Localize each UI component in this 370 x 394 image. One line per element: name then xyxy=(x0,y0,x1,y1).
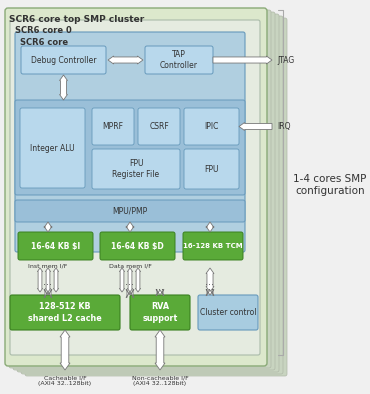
Text: SCR6 core 0: SCR6 core 0 xyxy=(15,26,72,35)
Text: 16-64 KB $D: 16-64 KB $D xyxy=(111,242,164,251)
Text: ...: ... xyxy=(205,282,215,292)
Text: JTAG: JTAG xyxy=(277,56,294,65)
Text: ...: ... xyxy=(125,277,135,287)
Polygon shape xyxy=(213,56,272,64)
Text: ...: ... xyxy=(44,277,53,287)
Polygon shape xyxy=(126,290,134,297)
Text: ...: ... xyxy=(205,277,215,287)
Polygon shape xyxy=(54,268,58,292)
FancyBboxPatch shape xyxy=(10,295,120,330)
Polygon shape xyxy=(206,290,214,296)
Polygon shape xyxy=(128,268,132,292)
FancyBboxPatch shape xyxy=(145,46,213,74)
Text: CSRF: CSRF xyxy=(149,122,169,131)
Text: Cacheable I/F
(AXI4 32..128bit): Cacheable I/F (AXI4 32..128bit) xyxy=(38,375,91,386)
FancyBboxPatch shape xyxy=(100,232,175,260)
FancyBboxPatch shape xyxy=(10,20,260,355)
FancyBboxPatch shape xyxy=(184,149,239,189)
Polygon shape xyxy=(44,290,52,297)
FancyBboxPatch shape xyxy=(184,108,239,145)
FancyBboxPatch shape xyxy=(13,12,275,370)
Text: 128-512 KB
shared L2 cache: 128-512 KB shared L2 cache xyxy=(28,303,102,323)
Polygon shape xyxy=(206,268,214,292)
Text: Cluster control: Cluster control xyxy=(200,308,256,317)
Text: SCR6 core: SCR6 core xyxy=(20,38,68,47)
FancyBboxPatch shape xyxy=(21,46,106,74)
FancyBboxPatch shape xyxy=(92,108,134,145)
Polygon shape xyxy=(60,330,70,370)
FancyBboxPatch shape xyxy=(21,16,283,374)
FancyBboxPatch shape xyxy=(183,232,243,260)
Polygon shape xyxy=(44,222,52,232)
FancyBboxPatch shape xyxy=(9,10,271,368)
Polygon shape xyxy=(126,222,134,232)
Text: TAP
Controller: TAP Controller xyxy=(160,50,198,70)
Text: SCR6 core top SMP cluster: SCR6 core top SMP cluster xyxy=(9,15,144,24)
FancyBboxPatch shape xyxy=(15,32,245,252)
Text: Data mem I/F: Data mem I/F xyxy=(108,263,151,268)
FancyBboxPatch shape xyxy=(25,18,287,376)
Polygon shape xyxy=(156,290,164,296)
FancyBboxPatch shape xyxy=(18,232,93,260)
FancyBboxPatch shape xyxy=(15,200,245,222)
Polygon shape xyxy=(155,330,165,370)
Text: 16-64 KB $I: 16-64 KB $I xyxy=(31,242,80,251)
Polygon shape xyxy=(135,268,141,292)
Polygon shape xyxy=(120,268,124,292)
Text: Debug Controller: Debug Controller xyxy=(31,56,96,65)
FancyBboxPatch shape xyxy=(15,100,245,195)
Text: ...: ... xyxy=(155,282,165,292)
Text: IPIC: IPIC xyxy=(204,122,219,131)
Text: 16-128 KB TCM: 16-128 KB TCM xyxy=(183,243,243,249)
FancyBboxPatch shape xyxy=(138,108,180,145)
Polygon shape xyxy=(46,268,50,292)
Text: FPU
Register File: FPU Register File xyxy=(112,159,159,179)
Text: Integer ALU: Integer ALU xyxy=(30,143,75,152)
Polygon shape xyxy=(108,56,143,64)
Text: RVA
support: RVA support xyxy=(142,303,178,323)
Text: Non-cacheable I/F
(AXI4 32..128bit): Non-cacheable I/F (AXI4 32..128bit) xyxy=(132,375,188,386)
Text: FPU: FPU xyxy=(204,165,219,173)
FancyBboxPatch shape xyxy=(5,8,267,366)
Text: IRQ: IRQ xyxy=(277,122,290,131)
Text: 1-4 cores SMP
configuration: 1-4 cores SMP configuration xyxy=(293,174,367,196)
FancyBboxPatch shape xyxy=(20,108,85,188)
Text: MPU/PMP: MPU/PMP xyxy=(112,206,148,216)
Text: MPRF: MPRF xyxy=(102,122,124,131)
Polygon shape xyxy=(60,75,67,100)
FancyBboxPatch shape xyxy=(198,295,258,330)
Polygon shape xyxy=(206,222,214,232)
Text: Inst mem I/F: Inst mem I/F xyxy=(28,263,68,268)
FancyBboxPatch shape xyxy=(17,14,279,372)
FancyBboxPatch shape xyxy=(130,295,190,330)
FancyBboxPatch shape xyxy=(92,149,180,189)
Polygon shape xyxy=(239,123,272,130)
Polygon shape xyxy=(37,268,43,292)
